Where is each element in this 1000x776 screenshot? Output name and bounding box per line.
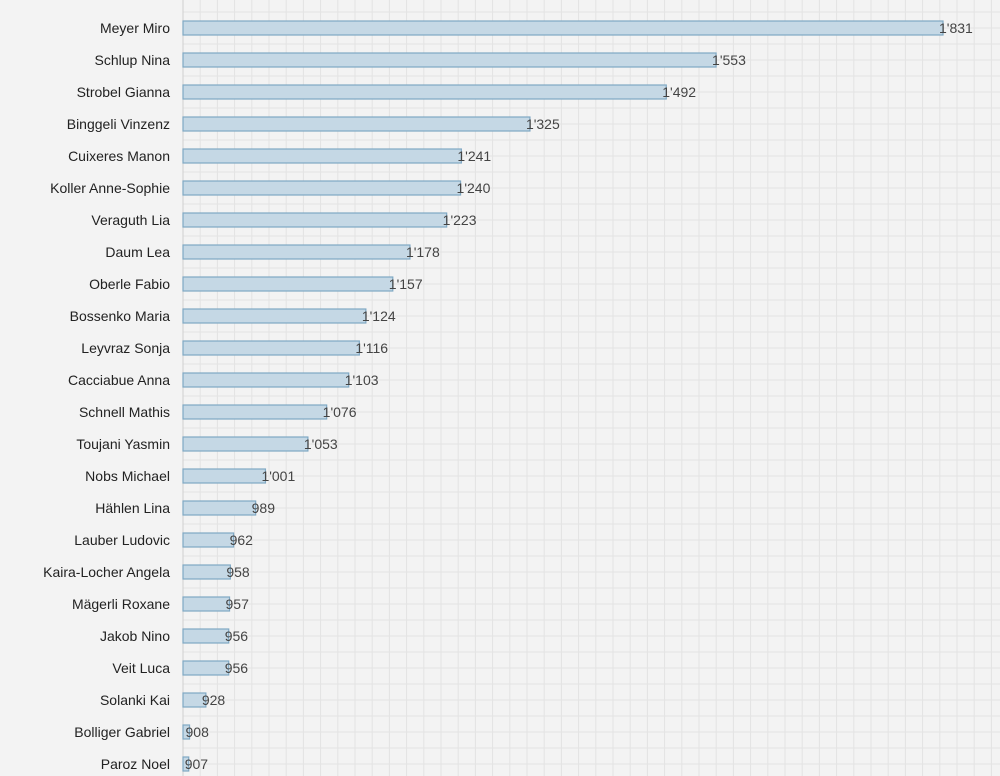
value-label: 957: [226, 596, 250, 612]
category-label: Mägerli Roxane: [72, 596, 170, 612]
category-label: Daum Lea: [105, 244, 170, 260]
bar: [182, 724, 191, 740]
category-label: Veit Luca: [112, 660, 170, 676]
value-label: 1'325: [526, 116, 560, 132]
value-label: 1'553: [712, 52, 746, 68]
category-label: Cacciabue Anna: [68, 372, 170, 388]
category-label: Paroz Noel: [101, 756, 170, 772]
bar: [182, 52, 717, 68]
value-label: 1'116: [355, 340, 388, 356]
category-label: Binggeli Vinzenz: [67, 116, 170, 132]
category-label: Bossenko Maria: [70, 308, 171, 324]
value-label: 928: [202, 692, 226, 708]
bar: [182, 308, 367, 324]
value-label: 956: [225, 628, 249, 644]
bar: [182, 692, 207, 708]
category-labels: Meyer Miro Schlup Nina Strobel Gianna Bingg…: [43, 20, 170, 772]
bar: [182, 340, 360, 356]
category-label: Toujani Yasmin: [76, 436, 170, 452]
category-label: Cuixeres Manon: [68, 148, 170, 164]
bar: [182, 660, 230, 676]
category-label: Koller Anne-Sophie: [50, 180, 170, 196]
value-label: 907: [185, 756, 209, 772]
value-label: 1'240: [457, 180, 491, 196]
value-label: 908: [186, 724, 210, 740]
category-label: Jakob Nino: [100, 628, 170, 644]
bar: [182, 468, 267, 484]
category-label: Schnell Mathis: [79, 404, 170, 420]
value-labels: 1'831 1'553 1'492 1'325 1'241 1'240 1'2231'178…: [185, 20, 973, 772]
bar: [182, 628, 230, 644]
value-label: 1'831: [939, 20, 973, 36]
value-label: 1'076: [323, 404, 357, 420]
value-label: 1'157: [389, 276, 423, 292]
bar: [182, 20, 944, 36]
category-label: Kaira-Locher Angela: [43, 564, 170, 580]
bar: [182, 564, 231, 580]
value-label: 1'124: [362, 308, 396, 324]
bar: [182, 116, 531, 132]
value-label: 1'053: [304, 436, 338, 452]
category-label: Hählen Lina: [95, 500, 170, 516]
value-label: 1'103: [345, 372, 379, 388]
bar: [182, 500, 257, 516]
category-label: Nobs Michael: [85, 468, 170, 484]
bar: [182, 180, 462, 196]
bar: [182, 532, 235, 548]
value-label: 1'178: [406, 244, 440, 260]
value-label: 962: [230, 532, 254, 548]
category-label: Veraguth Lia: [91, 212, 170, 228]
value-label: 1'492: [662, 84, 696, 100]
category-label: Strobel Gianna: [77, 84, 171, 100]
category-label: Schlup Nina: [95, 52, 171, 68]
category-label: Lauber Ludovic: [74, 532, 170, 548]
category-label: Bolliger Gabriel: [74, 724, 170, 740]
value-label: 1'241: [457, 148, 491, 164]
bar: [182, 596, 231, 612]
bar: [182, 404, 328, 420]
bar: [182, 756, 190, 772]
value-label: 1'223: [443, 212, 477, 228]
category-label: Solanki Kai: [100, 692, 170, 708]
bar: [182, 436, 309, 452]
category-label: Meyer Miro: [100, 20, 170, 36]
value-label: 956: [225, 660, 249, 676]
bar: [182, 372, 350, 388]
category-label: Leyvraz Sonja: [81, 340, 170, 356]
value-label: 958: [226, 564, 250, 580]
bar: [182, 244, 411, 260]
bar: [182, 276, 394, 292]
bar: [182, 84, 667, 100]
bar: [182, 212, 448, 228]
value-label: 989: [252, 500, 276, 516]
bars: [182, 20, 944, 772]
value-label: 1'001: [261, 468, 295, 484]
bar: [182, 148, 462, 164]
category-label: Oberle Fabio: [89, 276, 170, 292]
